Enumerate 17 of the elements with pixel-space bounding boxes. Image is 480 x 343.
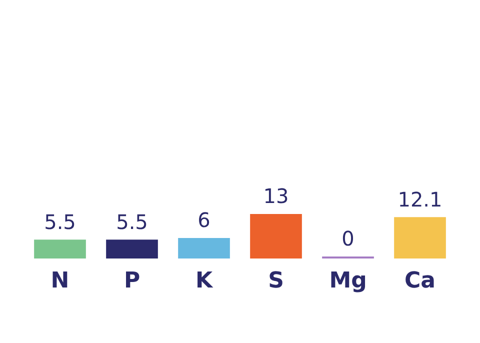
- data-label: 0: [342, 226, 354, 251]
- data-label: 6: [198, 208, 210, 232]
- bar: [250, 214, 302, 258]
- x-tick-label: Ca: [404, 268, 436, 294]
- x-tick-label: P: [124, 268, 140, 294]
- x-tick-label: K: [195, 268, 214, 294]
- data-label: 13: [263, 184, 289, 208]
- x-tick-label: S: [268, 268, 284, 294]
- bar: [106, 240, 158, 258]
- data-label: 12.1: [398, 187, 442, 212]
- bar: [34, 240, 86, 258]
- data-label: 5.5: [44, 210, 76, 234]
- bar: [178, 238, 230, 258]
- data-label: 5.5: [116, 210, 148, 234]
- x-tick-label: Mg: [329, 268, 367, 294]
- x-tick-label: N: [50, 268, 70, 294]
- bar: [394, 217, 446, 258]
